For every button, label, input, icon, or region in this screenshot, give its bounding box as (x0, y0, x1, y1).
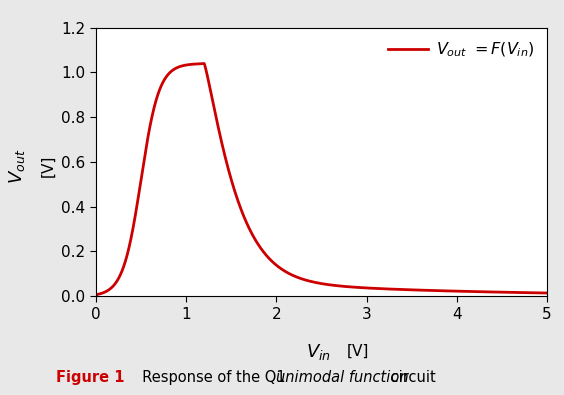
Text: Figure 1: Figure 1 (56, 370, 125, 385)
Legend: $V_{out}\ =F(V_{in})$: $V_{out}\ =F(V_{in})$ (383, 36, 539, 64)
Text: $V_{in}$: $V_{in}$ (306, 342, 331, 361)
Text: $V_{out}$: $V_{out}$ (7, 148, 27, 184)
Text: Response of the Q1: Response of the Q1 (133, 370, 290, 385)
Text: circuit: circuit (386, 370, 436, 385)
Text: [V]: [V] (347, 344, 369, 359)
Text: [V]: [V] (41, 155, 55, 177)
Text: unimodal function: unimodal function (276, 370, 409, 385)
